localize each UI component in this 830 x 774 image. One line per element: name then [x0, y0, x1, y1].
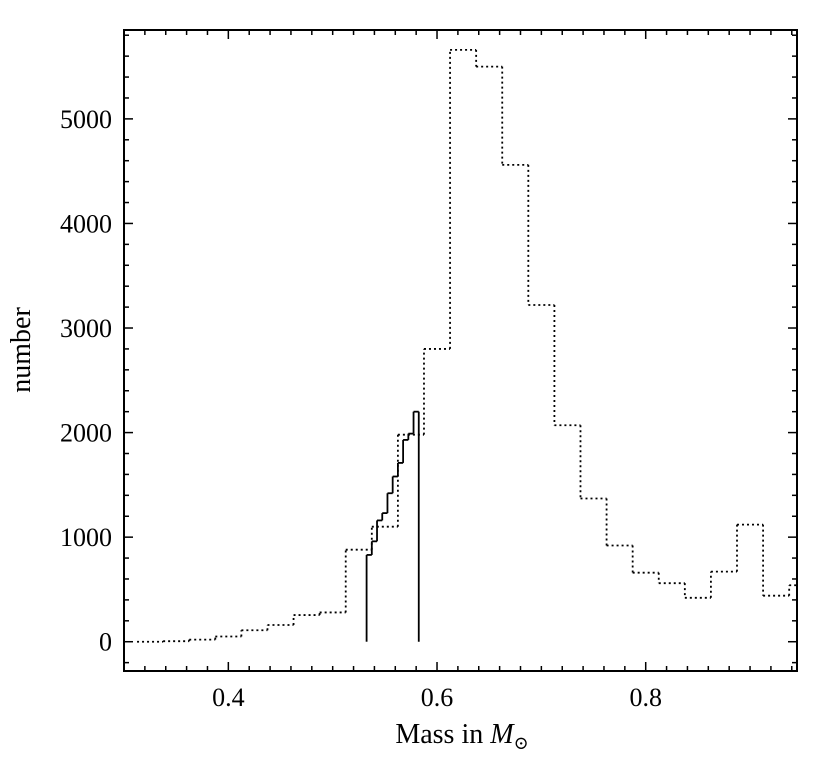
x-axis-label: Mass in M⊙: [395, 719, 528, 753]
axis-ticks: 0.4 0.6 0.8 0 1000 2000 3000 4000 5000: [60, 30, 797, 712]
y-tick-label: 0: [99, 628, 112, 657]
plot-frame: [123, 29, 798, 672]
y-tick-label: 5000: [60, 105, 112, 134]
y-tick-label: 3000: [60, 314, 112, 343]
plot-marks: [137, 48, 797, 643]
y-tick-label: 4000: [60, 209, 112, 238]
x-tick-label: 0.8: [629, 683, 662, 712]
y-tick-label: 2000: [60, 419, 112, 448]
x-tick-label: 0.4: [212, 683, 245, 712]
y-axis-label: number: [6, 307, 37, 393]
y-tick-label: 1000: [60, 523, 112, 552]
x-tick-label: 0.6: [421, 683, 454, 712]
